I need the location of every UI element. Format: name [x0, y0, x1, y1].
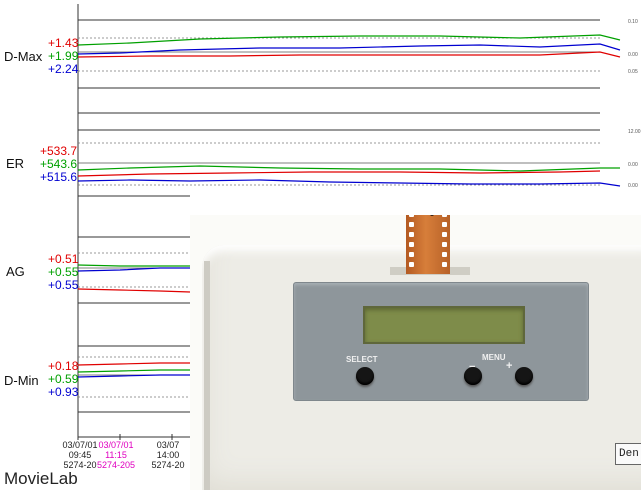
ag-red-line: [77, 288, 191, 293]
tick-date: 03/07/01: [62, 440, 98, 450]
plus-icon: +: [506, 360, 513, 372]
tick-time: 09:45: [68, 450, 92, 460]
scale-label: 0.00: [628, 52, 638, 58]
ag-blue-value: +0.55: [48, 278, 79, 292]
scale-label: 0.00: [628, 162, 638, 168]
dmin-blue-line: [77, 374, 190, 378]
scale-label: 0.05: [628, 69, 638, 75]
dmax-red-value: +1.43: [48, 36, 79, 50]
dmax-red-line: [77, 51, 621, 58]
er-red-line: [77, 170, 601, 177]
menu-minus-button[interactable]: [464, 367, 482, 385]
ag-red-value: +0.51: [48, 252, 79, 266]
device-edge: [204, 261, 210, 490]
tick-time: 11:15: [105, 450, 127, 460]
er-green-value: +543.6: [40, 157, 78, 171]
tick-id: 5274-20: [63, 460, 97, 470]
film-strip: [406, 215, 450, 274]
dmax-blue-line: [77, 43, 621, 55]
lcd-display: [363, 306, 525, 344]
brand-tag: Den: [615, 443, 641, 465]
dmin-red-line: [77, 362, 190, 366]
tick-date: 03/07: [156, 440, 180, 450]
tick-id: 5274-205: [96, 460, 136, 470]
menu-label: MENU: [482, 353, 506, 362]
er-red-value: +533.7: [40, 144, 78, 158]
control-panel: SELECT MENU − +: [293, 282, 589, 401]
dmin-blue-value: +0.93: [48, 385, 79, 399]
dmin-green-value: +0.59: [48, 372, 79, 386]
brand-label: MovieLab: [4, 469, 78, 488]
scale-label: 0.00: [628, 183, 638, 189]
er-blue-line: [77, 179, 621, 187]
dmax-green-value: +1.99: [48, 49, 79, 63]
menu-plus-button[interactable]: [515, 367, 533, 385]
ag-label: AG: [6, 264, 25, 279]
ag-green-line: [77, 264, 190, 267]
er-label: ER: [6, 156, 25, 171]
x-tick-label-highlighted: 03/07/01 11:15 5274-205: [96, 440, 136, 470]
scale-label: 12.00: [628, 129, 641, 135]
dmin-label: D-Min: [4, 373, 39, 388]
device-photo: SELECT MENU − + Den: [190, 215, 641, 490]
tick-time: 14:00: [156, 450, 180, 460]
scale-label: 0.10: [628, 19, 638, 25]
ag-blue-line: [77, 267, 190, 272]
x-tick-label: 03/07/01 09:45 5274-20: [60, 440, 100, 470]
tick-date: 03/07/01: [98, 440, 134, 450]
ag-green-value: +0.55: [48, 265, 79, 279]
er-blue-value: +515.6: [40, 170, 78, 184]
tick-id: 5274-20: [151, 460, 185, 470]
select-button[interactable]: [356, 367, 374, 385]
dmin-red-value: +0.18: [48, 359, 79, 373]
dmax-blue-value: +2.24: [48, 62, 79, 76]
dmax-green-line: [77, 34, 621, 46]
er-green-line: [77, 165, 620, 172]
select-label: SELECT: [346, 355, 378, 364]
x-tick-label: 03/07 14:00 5274-20: [148, 440, 188, 470]
dmax-label: D-Max: [4, 49, 43, 64]
dmin-green-line: [77, 369, 190, 373]
